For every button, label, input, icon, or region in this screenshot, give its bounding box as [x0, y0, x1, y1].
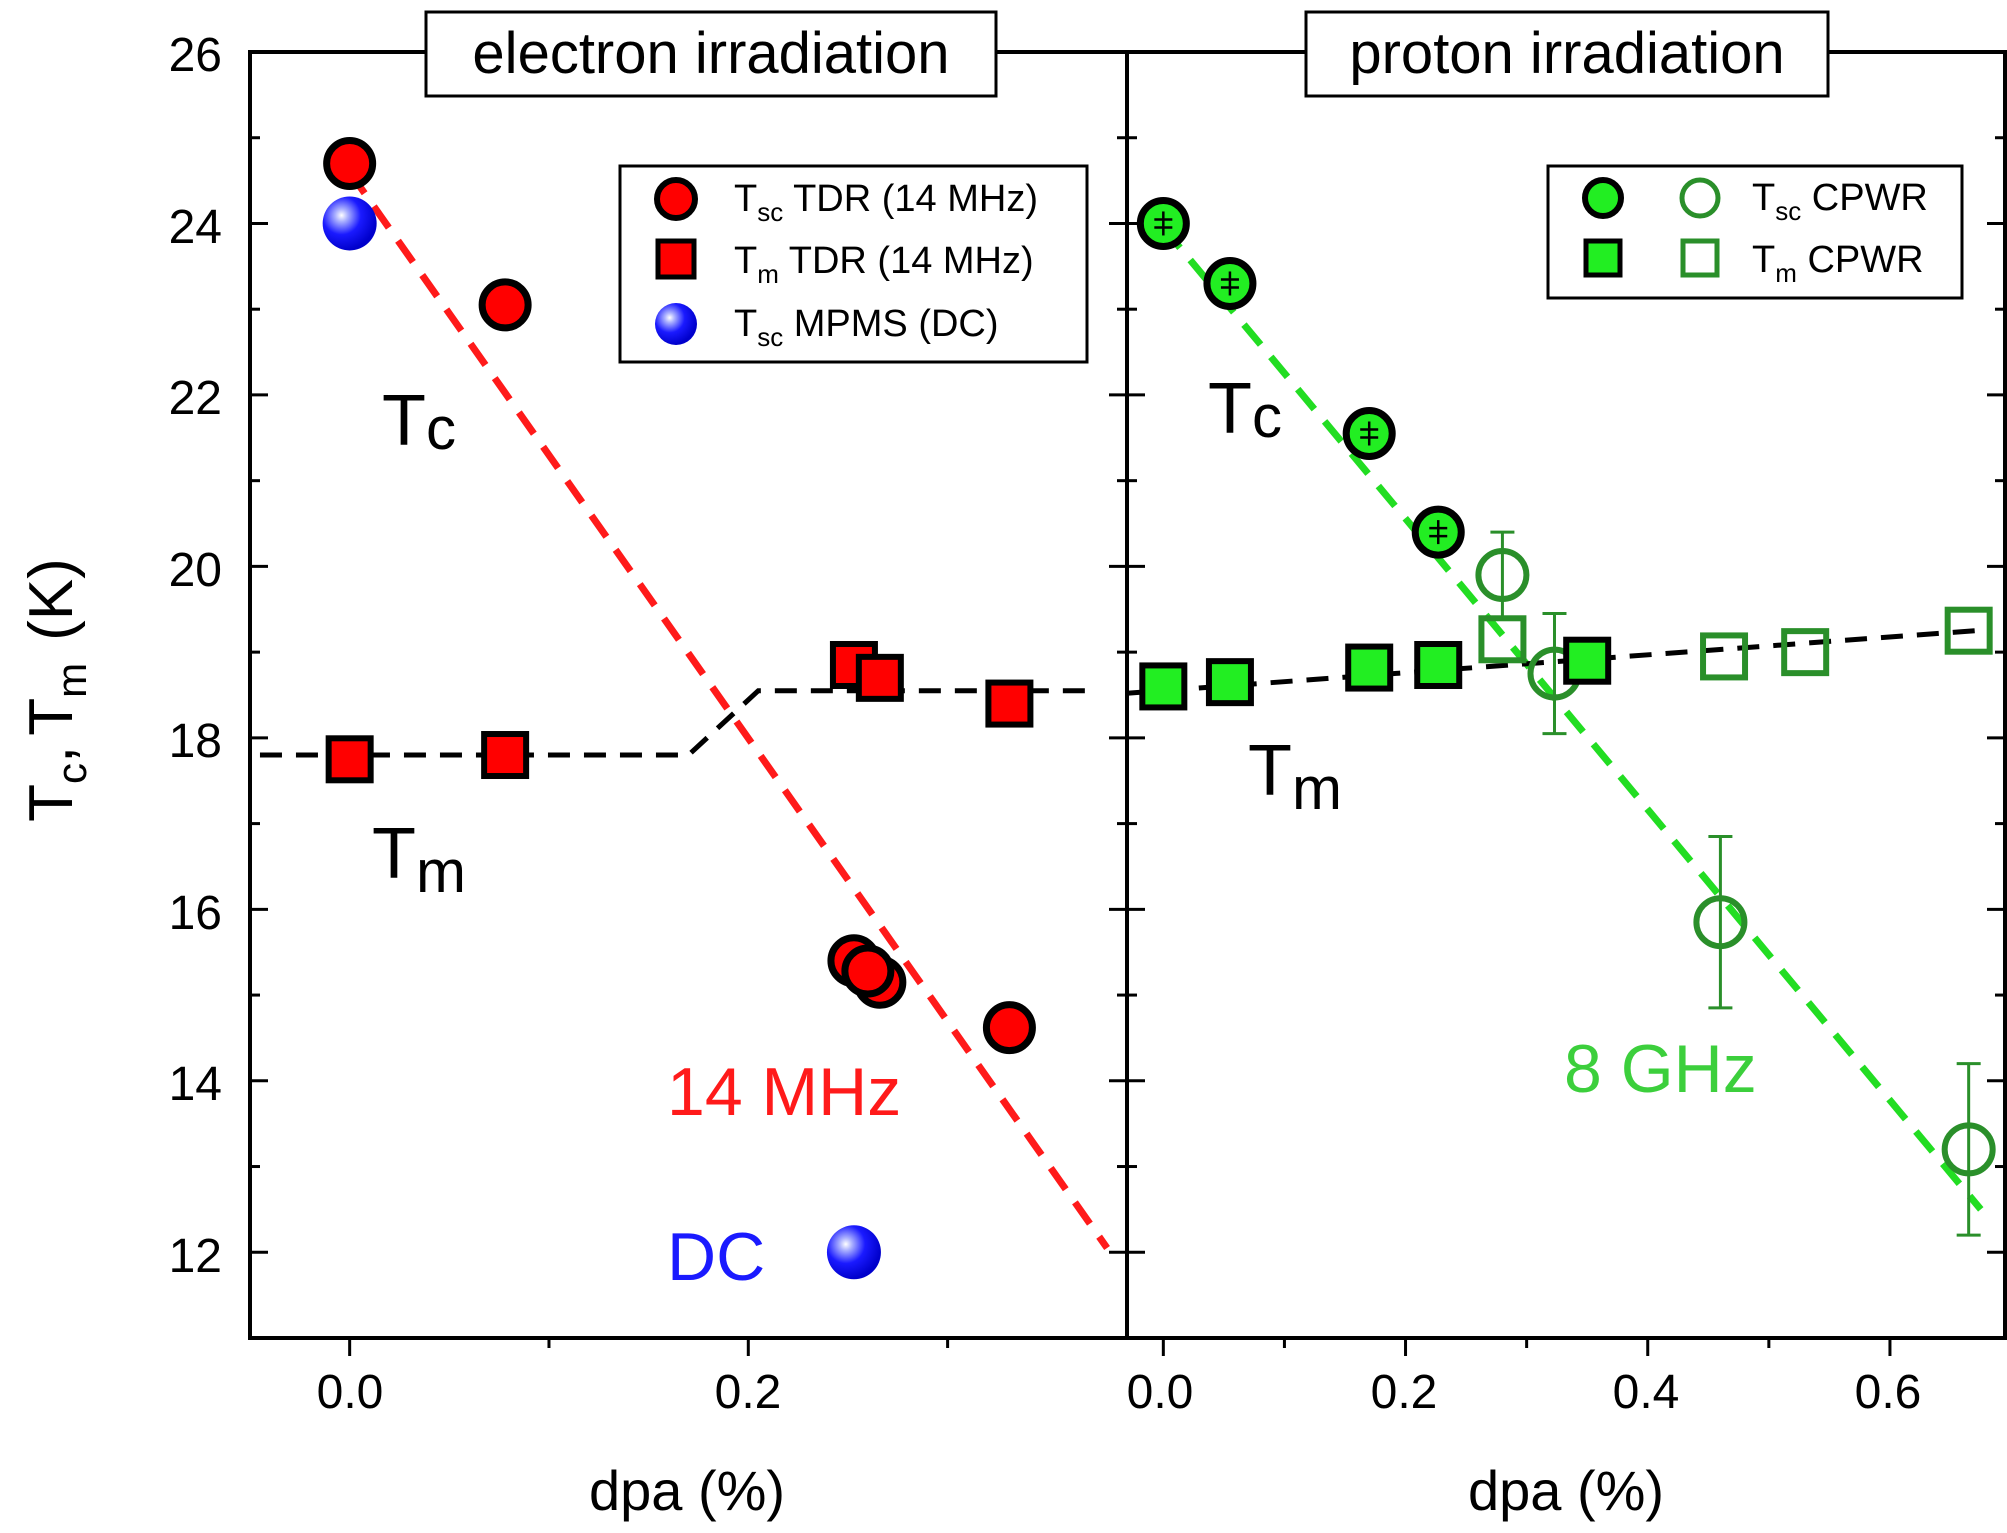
data-point-sphere — [322, 196, 377, 251]
y-label-t1: T — [17, 784, 86, 822]
left-dc-annotation: DC — [667, 1219, 765, 1295]
x-tick-label: 0.2 — [1371, 1366, 1438, 1419]
data-point-circle — [478, 278, 532, 332]
left-title-text: electron irradiation — [472, 21, 949, 86]
legend-marker-tm-cpwr-open — [1680, 238, 1720, 278]
right-legend: Tsc CPWR Tm CPWR — [1546, 164, 1964, 300]
y-tick-label: 22 — [169, 372, 222, 425]
data-point-sphere — [826, 1225, 881, 1280]
y-tick-label: 16 — [169, 887, 222, 940]
x-axis-label-left: dpa (%) — [589, 1459, 785, 1522]
data-point-open-circle — [1693, 895, 1748, 950]
data-point-square — [1139, 662, 1188, 711]
y-tick-labels: 12 14 16 18 20 22 24 26 — [169, 29, 222, 1283]
y-tick-label: 12 — [169, 1230, 222, 1283]
y-tick-label: 26 — [169, 29, 222, 82]
data-point-square — [1205, 658, 1254, 707]
data-point-circle — [323, 136, 377, 190]
left-panel-title: electron irradiation — [424, 10, 998, 98]
x-tick-labels: 0.0 0.2 0.0 0.2 0.4 0.6 — [317, 1366, 1922, 1419]
data-point-circle — [982, 1001, 1036, 1055]
legend-label-tsc-mpms: Tsc MPMS (DC) — [734, 303, 999, 352]
y-tick-label: 20 — [169, 544, 222, 597]
y-tick-label: 14 — [169, 1058, 222, 1111]
data-point-open-circle — [1475, 547, 1530, 602]
fit-line — [1126, 628, 1975, 696]
x-tick-label: 0.0 — [1127, 1366, 1194, 1419]
x-axis-label-right: dpa (%) — [1468, 1459, 1664, 1522]
data-point-open-square — [1944, 606, 1993, 655]
right-freq-annotation: 8 GHz — [1564, 1031, 1757, 1107]
left-legend: Tsc TDR (14 MHz) Tm TDR (14 MHz) Tsc MPM… — [618, 164, 1089, 364]
y-axis-label: Tc, Tm (K) — [17, 558, 95, 822]
data-point-open-square — [1700, 632, 1749, 681]
y-tick-label: 24 — [169, 201, 222, 254]
legend-label-tm-cpwr: Tm CPWR — [1752, 239, 1924, 288]
legend-marker-tsc-cpwr-open — [1679, 177, 1721, 219]
y-label-t2: T — [17, 698, 86, 736]
legend-marker-tm-tdr — [655, 238, 697, 280]
x-tick-label: 0.4 — [1613, 1366, 1680, 1419]
legend-marker-tsc-tdr — [654, 177, 698, 221]
left-tm-annotation: Tm — [372, 814, 466, 905]
x-tick-label: 0.2 — [715, 1366, 782, 1419]
x-tick-label: 0.6 — [1855, 1366, 1922, 1419]
legend-label-tsc-tdr: Tsc TDR (14 MHz) — [734, 178, 1038, 227]
right-title-text: proton irradiation — [1349, 21, 1784, 86]
y-label-sep: , — [17, 746, 86, 763]
data-point-square — [1345, 643, 1394, 692]
data-point-square — [325, 735, 374, 784]
legend-marker-tsc-mpms — [655, 303, 697, 345]
right-tm-annotation: Tm — [1248, 731, 1342, 822]
fit-line — [1160, 225, 1984, 1212]
data-point-square — [985, 679, 1034, 728]
y-tick-label: 18 — [169, 715, 222, 768]
data-point-open-square — [1781, 628, 1830, 677]
right-panel-title: proton irradiation — [1304, 10, 1830, 98]
y-label-s2: m — [48, 663, 95, 698]
left-markers — [322, 136, 1036, 1280]
right-lines — [1126, 225, 1984, 1212]
y-label-s1: c — [48, 763, 95, 784]
left-tc-annotation: Tc — [382, 381, 456, 462]
data-point-square — [855, 653, 904, 702]
legend-label-tsc-cpwr: Tsc CPWR — [1752, 177, 1928, 226]
right-tc-annotation: Tc — [1208, 369, 1282, 450]
data-point-square — [1414, 640, 1463, 689]
right-markers — [1136, 196, 1996, 1237]
left-lines — [259, 170, 1110, 1250]
legend-marker-tm-cpwr-filled — [1583, 238, 1623, 278]
data-point-circle — [841, 944, 895, 998]
legend-marker-tsc-cpwr-filled — [1582, 177, 1624, 219]
fit-line — [346, 170, 1110, 1250]
data-point-open-circle — [1941, 1122, 1996, 1177]
data-point-open-square — [1478, 615, 1527, 664]
data-point-square — [481, 731, 530, 780]
axis-ticks — [250, 50, 2005, 1356]
left-freq-annotation: 14 MHz — [667, 1054, 901, 1130]
y-label-unit: (K) — [17, 558, 86, 641]
data-point-square — [1563, 636, 1612, 685]
x-tick-label: 0.0 — [317, 1366, 384, 1419]
legend-label-tm-tdr: Tm TDR (14 MHz) — [734, 240, 1034, 289]
fit-line — [259, 688, 1098, 758]
